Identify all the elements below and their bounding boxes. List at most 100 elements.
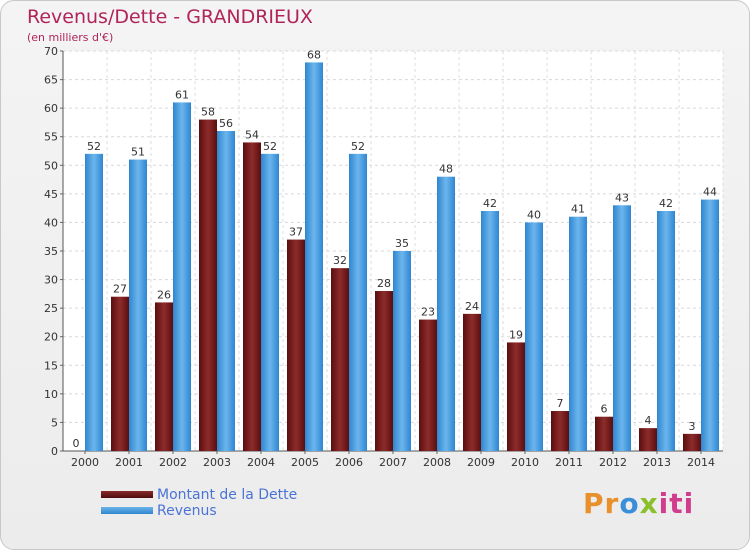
data-label-revenue: 42 [483,197,497,210]
bar-revenue [481,211,499,451]
data-label-debt: 26 [157,288,171,301]
x-tick-label: 2004 [247,456,275,469]
proxiti-logo: Proxiti [583,487,694,520]
bar-revenue [129,159,147,452]
y-tick-label: 25 [44,302,58,315]
data-label-revenue: 42 [659,197,673,210]
data-label-revenue: 52 [87,140,101,153]
data-label-revenue: 35 [395,237,409,250]
data-label-revenue: 56 [219,117,233,130]
data-label-debt: 28 [377,277,391,290]
y-tick-label: 5 [51,416,58,429]
data-label-debt: 7 [557,397,564,410]
bar-debt [507,342,525,451]
x-tick-label: 2003 [203,456,231,469]
bar-debt [111,296,129,451]
data-label-revenue: 43 [615,191,629,204]
y-tick-label: 30 [44,274,58,287]
y-tick-label: 45 [44,188,58,201]
bar-revenue [85,153,103,451]
data-label-revenue: 40 [527,208,541,221]
x-tick-label: 2005 [291,456,319,469]
y-tick-label: 15 [44,359,58,372]
bar-revenue [569,216,587,451]
x-tick-label: 2008 [423,456,451,469]
y-tick-label: 10 [44,388,58,401]
logo-part-1: Pr [583,487,620,520]
y-tick-label: 20 [44,331,58,344]
y-tick-label: 60 [44,102,58,115]
x-tick-label: 2012 [599,456,627,469]
x-tick-label: 2006 [335,456,363,469]
data-label-debt: 23 [421,306,435,319]
bar-revenue [305,62,323,452]
x-tick-label: 2010 [511,456,539,469]
logo-part-3: x [639,487,659,520]
bar-debt [419,319,437,451]
data-label-debt: 6 [601,403,608,416]
data-label-revenue: 52 [263,140,277,153]
y-tick-label: 70 [44,45,58,58]
bar-debt [375,291,393,451]
y-tick-label: 50 [44,159,58,172]
data-label-revenue: 68 [307,48,321,61]
y-tick-label: 55 [44,131,58,144]
x-tick-label: 2013 [643,456,671,469]
y-tick-label: 40 [44,216,58,229]
y-tick-label: 35 [44,245,58,258]
data-label-revenue: 48 [439,163,453,176]
bar-debt [463,313,481,451]
bar-revenue [349,153,367,451]
data-label-debt: 32 [333,254,347,267]
bar-revenue [613,205,631,451]
bar-debt [331,268,349,451]
bar-revenue [217,131,235,451]
bar-revenue [437,176,455,451]
data-label-revenue: 61 [175,88,189,101]
data-label-revenue: 41 [571,203,585,216]
data-label-debt: 54 [245,128,259,141]
x-tick-label: 2011 [555,456,583,469]
data-label-debt: 4 [645,414,652,427]
logo-part-2: o [619,487,640,520]
legend-label-debt: Montant de la Dette [157,487,298,503]
bar-debt [287,239,305,451]
chart-subtitle: (en milliers d'€) [27,31,114,44]
data-label-debt: 24 [465,300,479,313]
bar-debt [595,416,613,451]
legend-label-revenue: Revenus [157,503,217,519]
x-tick-label: 2001 [115,456,143,469]
bar-revenue [173,102,191,451]
data-label-debt: 19 [509,328,523,341]
data-label-debt: 3 [689,420,696,433]
data-label-debt: 58 [201,106,215,119]
bar-revenue [701,199,719,451]
data-label-debt: 27 [113,283,127,296]
bar-debt [155,302,173,451]
bar-revenue [657,211,675,451]
x-tick-label: 2000 [71,456,99,469]
bar-revenue [261,153,279,451]
data-label-revenue: 51 [131,146,145,159]
data-label-debt: 37 [289,226,303,239]
x-tick-label: 2009 [467,456,495,469]
y-tick-label: 65 [44,74,58,87]
data-label-revenue: 44 [703,186,717,199]
bar-debt [683,433,701,451]
legend-swatch-revenue [101,507,153,514]
bar-debt [243,142,261,451]
logo-part-4: iti [658,487,695,520]
chart-title: Revenus/Dette - GRANDRIEUX [27,6,313,28]
data-label-debt: 0 [73,437,80,450]
bar-revenue [525,222,543,451]
data-label-revenue: 52 [351,140,365,153]
x-tick-label: 2014 [687,456,715,469]
bar-debt [639,428,657,451]
x-tick-label: 2002 [159,456,187,469]
bar-debt [199,119,217,452]
legend-swatch-debt [101,491,153,498]
x-tick-label: 2007 [379,456,407,469]
bar-debt [551,411,569,451]
